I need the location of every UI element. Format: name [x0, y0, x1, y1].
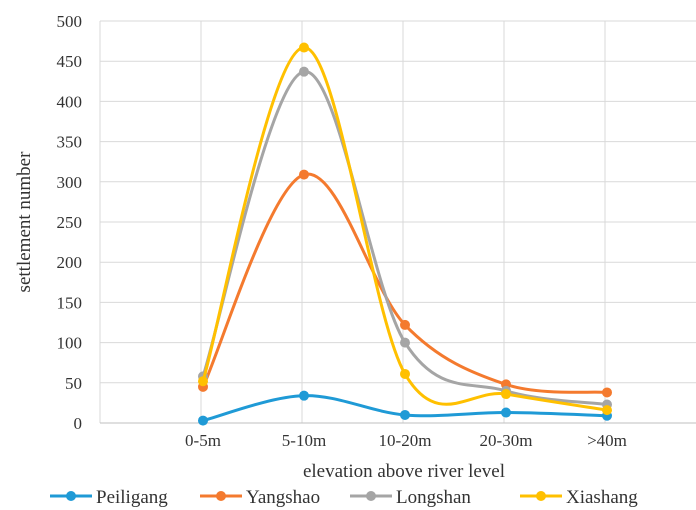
y-tick-label: 100 — [57, 334, 83, 353]
legend-label: Peiligang — [96, 487, 168, 508]
x-tick-label: 0-5m — [185, 431, 221, 450]
x-tick-label: 5-10m — [282, 431, 326, 450]
x-axis-ticks: 0-5m 5-10m 10-20m 20-30m >40m — [185, 431, 627, 450]
y-tick-label: 400 — [57, 92, 83, 111]
series-line — [201, 172, 608, 394]
data-point — [299, 390, 309, 401]
y-tick-label: 250 — [57, 213, 83, 232]
data-point — [299, 169, 309, 180]
series-peiligang — [198, 390, 612, 426]
y-tick-label: 300 — [57, 173, 83, 192]
data-point — [400, 368, 410, 379]
legend-label: Xiashang — [566, 487, 638, 508]
series-xiashang — [198, 42, 612, 416]
x-tick-label: 10-20m — [379, 431, 432, 450]
data-point — [198, 415, 208, 426]
series-line — [201, 46, 608, 412]
legend-label: Yangshao — [246, 487, 320, 508]
legend-label: Longshan — [396, 487, 471, 508]
y-tick-label: 500 — [57, 12, 83, 31]
data-point — [400, 409, 410, 420]
data-point — [198, 376, 208, 387]
y-tick-label: 200 — [57, 253, 83, 272]
legend-item-yangshao: Yangshao — [200, 487, 320, 508]
y-tick-label: 50 — [65, 374, 82, 393]
data-point — [501, 389, 511, 400]
legend-swatch-marker — [536, 491, 546, 501]
data-point — [400, 319, 410, 330]
series-layer — [198, 42, 612, 426]
legend-swatch-marker — [216, 491, 226, 501]
data-point — [602, 387, 612, 398]
legend-item-peiligang: Peiligang — [50, 487, 168, 508]
y-axis-title: settlement number — [14, 151, 35, 293]
data-point — [299, 42, 309, 53]
data-point — [501, 407, 511, 418]
gridlines — [99, 20, 696, 424]
x-axis-title: elevation above river level — [303, 461, 505, 482]
series-line — [201, 70, 608, 406]
y-tick-label: 350 — [57, 133, 83, 152]
x-tick-label: 20-30m — [480, 431, 533, 450]
x-tick-label: >40m — [587, 431, 627, 450]
legend: Peiligang Yangshao Longshan Xiashang — [50, 487, 638, 508]
y-tick-label: 450 — [57, 52, 83, 71]
legend-swatch-marker — [366, 491, 376, 501]
data-point — [400, 337, 410, 348]
legend-swatch-marker — [66, 491, 76, 501]
legend-item-xiashang: Xiashang — [520, 487, 638, 508]
y-axis-ticks: 0 50 100 150 200 250 300 350 400 450 500 — [57, 12, 83, 433]
y-tick-label: 0 — [74, 414, 83, 433]
data-point — [602, 405, 612, 416]
legend-item-longshan: Longshan — [350, 487, 471, 508]
y-tick-label: 150 — [57, 293, 83, 312]
data-point — [299, 66, 309, 77]
series-yangshao — [198, 169, 612, 398]
